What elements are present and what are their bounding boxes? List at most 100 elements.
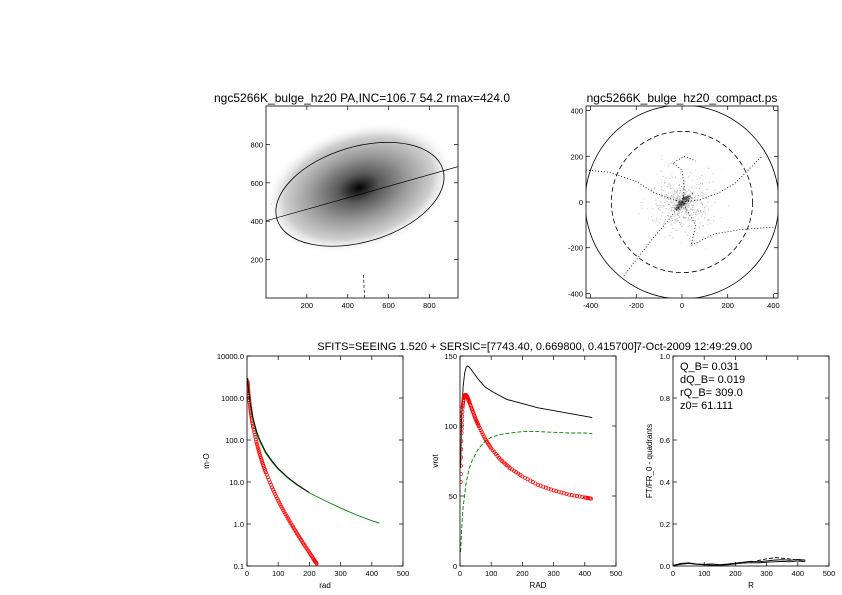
- bar-structure-pixel: [678, 205, 680, 207]
- deprojected-pixel: [681, 225, 683, 227]
- bar-structure-pixel: [689, 196, 691, 198]
- deprojected-pixel: [701, 216, 703, 218]
- bar-structure-pixel: [677, 208, 679, 211]
- bar-structure-pixel: [682, 202, 685, 204]
- galaxy-image-xtick-label: 800: [423, 301, 436, 310]
- q-b-value: Q_B= 0.031: [680, 361, 739, 373]
- deprojected-pixel: [698, 226, 700, 228]
- rotation-curve-panel: 0 100 200 300 400 500 0 50 100 150 RAD vrot: [431, 352, 622, 590]
- deprojected-pixel: [687, 226, 689, 228]
- rotation-curve-ylabel: vrot: [431, 454, 440, 468]
- deprojected-pixel: [689, 195, 691, 197]
- rotation-curve-ytick-label: 0: [453, 562, 457, 571]
- deprojected-pixel: [691, 197, 693, 199]
- rotation-curve-frame: [459, 355, 617, 567]
- surface-brightness-point: [270, 485, 274, 490]
- deprojected-pixel: [695, 187, 697, 189]
- deprojected-pixel: [685, 189, 687, 191]
- deprojected-pixel: [695, 199, 697, 201]
- deprojected-pixel: [663, 205, 665, 207]
- deprojected-pixel: [698, 212, 700, 214]
- bar-structure-pixel: [679, 202, 681, 204]
- deprojected-pixel: [661, 202, 663, 204]
- deprojected-pixel: [668, 203, 670, 205]
- bar-structure-pixel: [680, 207, 682, 209]
- deprojected-pixel: [689, 198, 691, 200]
- bar-structure-pixel: [678, 203, 680, 205]
- deprojected-pixel: [699, 196, 701, 198]
- deprojected-pixel: [678, 185, 680, 186]
- deprojected-pixel: [702, 211, 704, 213]
- deprojected-pixel: [672, 204, 674, 206]
- deprojected-pixel: [698, 212, 700, 214]
- deprojected-pixel: [659, 233, 660, 235]
- deprojected-pixel: [673, 201, 674, 203]
- galaxy-image-xtick-label: 200: [301, 301, 314, 310]
- deprojected-pixel: [661, 224, 663, 225]
- deprojected-pixel: [689, 204, 691, 205]
- deprojected-pixel: [686, 204, 687, 206]
- deprojected-pixel: [668, 199, 670, 201]
- surface-brightness-xtick-label: 0: [245, 569, 249, 578]
- bar-structure-pixel: [678, 206, 681, 208]
- deprojected-pixel: [660, 215, 662, 217]
- surface-brightness-frame: [246, 355, 404, 567]
- deprojected-pixel: [682, 184, 683, 186]
- right-panel-title: ngc5266K_bulge_hz20_compact.ps: [587, 91, 778, 105]
- deprojected-pixel: [696, 178, 698, 180]
- deprojected-pixel: [704, 217, 705, 219]
- deprojected-pixel: [689, 200, 691, 202]
- surface-brightness-point: [272, 489, 276, 494]
- deprojected-pixel: [655, 203, 657, 205]
- deprojected-pixel: [714, 202, 716, 204]
- deprojected-pixel: [689, 199, 691, 201]
- deprojected-pixel: [690, 193, 692, 194]
- deprojected-pixel: [702, 183, 704, 185]
- deprojected-pixel: [697, 200, 699, 202]
- deprojected-pixel: [702, 182, 704, 184]
- deprojected-pixel: [668, 217, 670, 219]
- deprojected-pixel: [656, 174, 658, 176]
- deprojected-pixel: [665, 190, 667, 192]
- deprojected-pixel: [691, 173, 693, 175]
- deprojected-pixel: [681, 225, 683, 227]
- bar-structure-pixel: [686, 197, 688, 199]
- surface-brightness-point: [255, 443, 260, 448]
- bar-structure-pixel: [683, 198, 685, 200]
- rotation-curve-xtick-label: 100: [485, 569, 498, 578]
- deprojected-pixel: [695, 200, 697, 202]
- deprojected-pixel: [683, 207, 684, 209]
- deprojected-pixel: [709, 219, 711, 221]
- deprojected-pixel: [678, 197, 680, 199]
- deprojected-pixel: [686, 205, 688, 207]
- deprojected-pixel: [677, 220, 679, 222]
- deprojected-pixel: [681, 194, 683, 196]
- deprojected-pixel: [687, 219, 689, 221]
- deprojected-pixel: [677, 201, 679, 202]
- deprojected-pixel: [672, 198, 674, 200]
- deprojected-pixel: [676, 198, 677, 200]
- deprojected-pixel: [684, 207, 685, 209]
- deprojected-pixel: [682, 207, 684, 209]
- deprojected-pixel: [686, 209, 688, 211]
- bar-structure-pixel: [679, 201, 681, 203]
- deprojected-pixel: [682, 190, 684, 192]
- deprojected-pixel: [697, 217, 699, 219]
- bar-structure-pixel: [687, 196, 689, 198]
- rotation-curve-point: [480, 432, 485, 437]
- deprojected-pixel: [691, 213, 693, 215]
- deprojected-pixel: [685, 205, 686, 207]
- deprojected-pixel: [705, 213, 707, 215]
- deprojected-pixel: [693, 209, 695, 211]
- deprojected-pixel: [665, 227, 667, 229]
- deprojected-pixel: [682, 211, 683, 212]
- bar-structure-pixel: [677, 204, 679, 206]
- deprojected-pixel: [679, 222, 680, 223]
- deprojected-pixel: [671, 201, 673, 203]
- rotation-curve-point: [580, 494, 585, 499]
- quadrant-boundary: [672, 155, 696, 203]
- deprojected-pixel: [715, 204, 717, 206]
- deprojected-pixel: [662, 221, 664, 223]
- deprojected-pixel: [675, 199, 677, 201]
